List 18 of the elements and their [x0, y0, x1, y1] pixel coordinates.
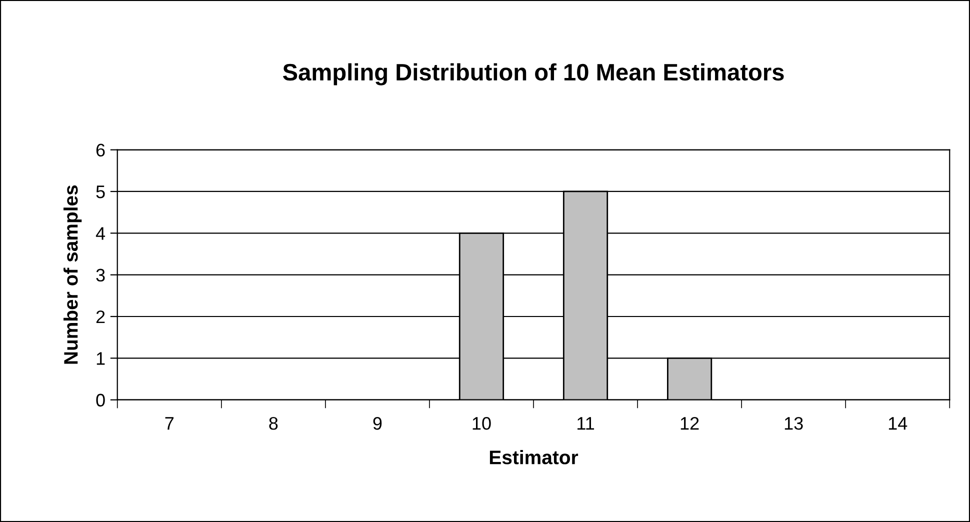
x-tick-label: 11	[578, 417, 594, 430]
y-tick-label: 3	[96, 268, 105, 282]
y-axis-title: Number of samples	[64, 185, 82, 364]
x-tick-label: 9	[373, 416, 382, 430]
x-tick-label: 10	[472, 416, 491, 430]
y-tick-label: 0	[96, 394, 105, 407]
x-tick-label: 12	[680, 416, 699, 430]
y-tick-label: 2	[96, 310, 105, 324]
y-tick-label: 1	[96, 352, 105, 365]
y-tick-label: 4	[96, 227, 106, 240]
y-tick-label: 6	[96, 144, 105, 157]
y-tick-label: 5	[96, 186, 105, 198]
chart-title: Sampling Distribution of 10 Mean Estimators	[282, 63, 784, 86]
x-tick-label: 13	[784, 416, 803, 430]
x-tick-label: 14	[888, 417, 908, 430]
x-tick-label: 7	[165, 417, 174, 430]
x-tick-label: 8	[269, 416, 278, 430]
x-axis-title: Estimator	[490, 450, 578, 464]
